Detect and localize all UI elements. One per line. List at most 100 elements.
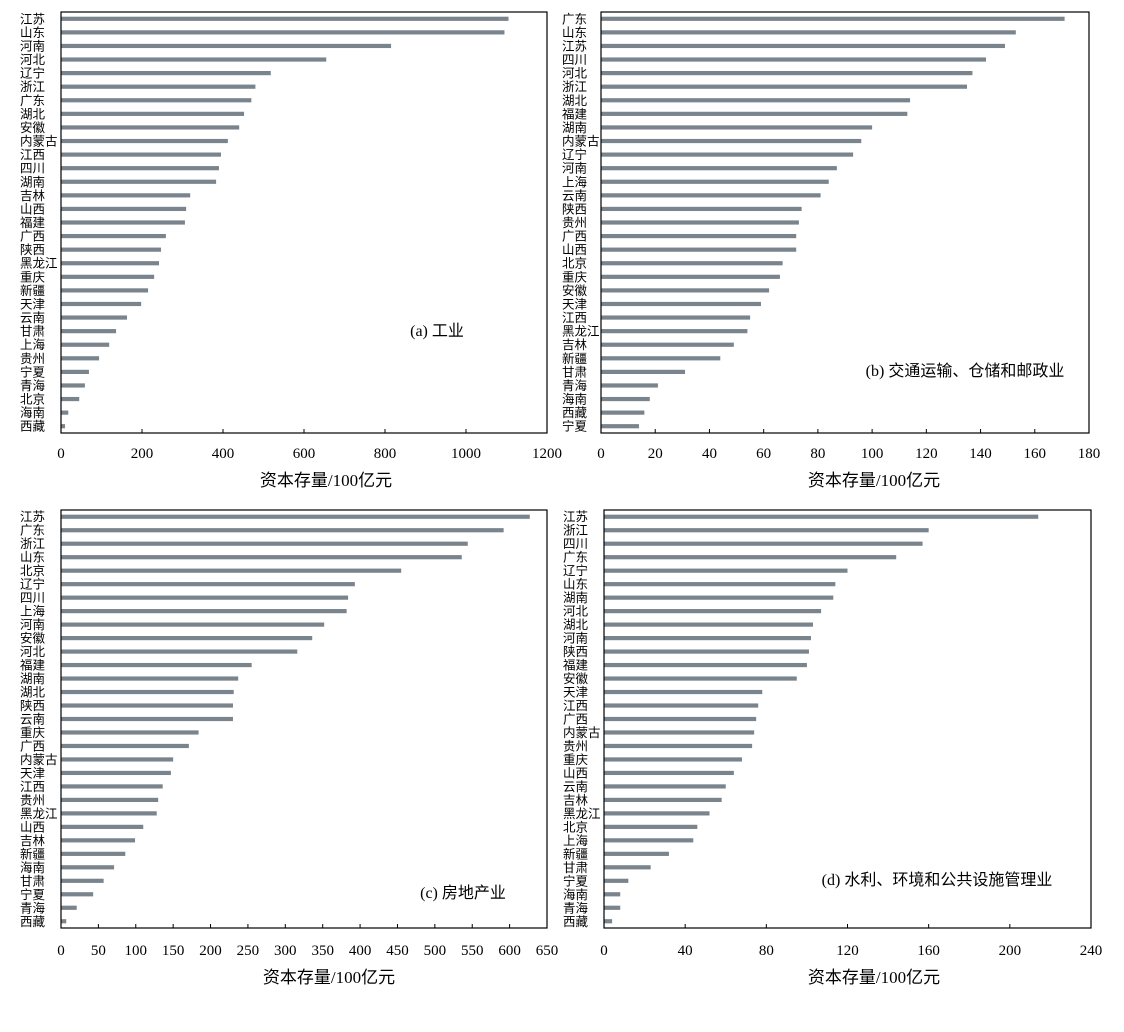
- category-label: 福建: [562, 106, 588, 121]
- category-label: 西藏: [563, 915, 589, 929]
- category-label: 河南: [20, 617, 45, 632]
- category-label: 江西: [20, 148, 45, 162]
- category-label: 浙江: [20, 536, 45, 551]
- category-label: 广东: [563, 551, 588, 565]
- x-tick-label: 800: [374, 446, 397, 462]
- bar-青海: [61, 905, 77, 910]
- category-label: 河南: [562, 161, 587, 176]
- bar-福建: [61, 662, 252, 668]
- category-label: 新疆: [20, 283, 45, 298]
- category-label: 辽宁: [20, 577, 45, 592]
- bar-江西: [61, 784, 163, 789]
- bar-河北: [601, 71, 973, 76]
- bar-青海: [61, 383, 85, 388]
- category-label: 内蒙古: [562, 134, 600, 149]
- bar-贵州: [61, 356, 100, 361]
- category-label: 湖南: [20, 174, 45, 189]
- category-label: 甘肃: [20, 874, 45, 888]
- bar-北京: [61, 568, 402, 573]
- bar-湖北: [61, 689, 234, 695]
- bar-北京: [604, 824, 698, 829]
- category-label: 江西: [562, 311, 587, 325]
- bar-北京: [601, 261, 783, 266]
- category-label: 山东: [562, 26, 587, 40]
- bar-江苏: [601, 43, 1005, 49]
- category-label: 云南: [562, 188, 587, 203]
- category-label: 浙江: [562, 79, 587, 94]
- bar-辽宁: [604, 568, 848, 573]
- bar-重庆: [61, 274, 155, 279]
- category-label: 甘肃: [563, 861, 588, 875]
- category-label: 浙江: [563, 523, 588, 538]
- bar-新疆: [604, 851, 669, 856]
- bar-贵州: [601, 220, 799, 225]
- bar-黑龙江: [61, 811, 157, 816]
- category-label: 新疆: [20, 846, 45, 861]
- panel-d: 江苏浙江四川广东辽宁山东湖南河北湖北河南陕西福建安徽天津江西广西内蒙古贵州重庆山…: [563, 509, 1102, 987]
- bar-黑龙江: [601, 329, 748, 334]
- x-tick-label: 200: [131, 446, 154, 462]
- bar-山东: [601, 30, 1016, 35]
- bar-北京: [61, 396, 80, 402]
- category-label: 云南: [20, 310, 45, 325]
- x-tick-label: 20: [648, 446, 663, 462]
- category-label: 海南: [562, 392, 587, 407]
- category-label: 北京: [20, 393, 45, 407]
- category-label: 湖北: [563, 617, 589, 632]
- bar-海南: [61, 410, 69, 415]
- bar-吉林: [61, 193, 191, 198]
- category-label: 江苏: [20, 509, 45, 524]
- x-tick-label: 200: [199, 943, 222, 959]
- category-label: 吉林: [20, 834, 46, 848]
- x-tick-label: 200: [999, 943, 1022, 959]
- bar-广东: [61, 98, 252, 103]
- bar-上海: [61, 342, 110, 347]
- x-tick-label: 0: [600, 943, 608, 959]
- bar-湖北: [61, 111, 245, 116]
- x-tick-label: 50: [91, 943, 106, 959]
- x-tick-label: 300: [274, 943, 297, 959]
- bar-河北: [61, 649, 298, 654]
- category-label: 江苏: [562, 38, 587, 53]
- bar-云南: [604, 784, 726, 789]
- category-label: 湖北: [562, 93, 588, 108]
- bar-四川: [61, 166, 219, 171]
- category-label: 内蒙古: [563, 725, 601, 740]
- bar-甘肃: [604, 865, 651, 870]
- category-label: 宁夏: [20, 887, 46, 902]
- category-label: 贵州: [20, 793, 45, 807]
- category-label: 山东: [20, 26, 45, 40]
- plot-frame: [60, 509, 548, 929]
- bar-四川: [61, 595, 349, 600]
- bar-陕西: [61, 247, 162, 252]
- bar-浙江: [61, 84, 256, 89]
- bar-青海: [601, 383, 658, 388]
- bar-江苏: [61, 514, 530, 519]
- bar-江西: [601, 315, 751, 320]
- category-label: 重庆: [20, 725, 46, 740]
- bar-浙江: [601, 84, 967, 89]
- x-tick-label: 140: [969, 446, 992, 462]
- category-label: 河北: [20, 645, 46, 659]
- bar-宁夏: [61, 369, 89, 374]
- category-label: 广东: [562, 12, 587, 26]
- x-tick-label: 0: [57, 943, 65, 959]
- bar-安徽: [601, 288, 770, 293]
- x-tick-label: 0: [597, 446, 605, 462]
- x-tick-label: 40: [678, 943, 693, 959]
- bar-福建: [61, 220, 185, 225]
- x-tick-label: 150: [162, 943, 185, 959]
- category-label: 重庆: [20, 269, 46, 284]
- x-tick-label: 1200: [532, 446, 562, 462]
- bar-浙江: [604, 528, 929, 533]
- category-label: 河北: [20, 53, 46, 67]
- category-label: 青海: [20, 378, 46, 393]
- bar-河南: [604, 636, 811, 641]
- category-label: 广西: [20, 230, 45, 244]
- bar-宁夏: [601, 424, 639, 429]
- category-label: 宁夏: [563, 873, 589, 888]
- category-label: 山西: [20, 820, 45, 834]
- category-label: 广西: [563, 713, 588, 727]
- x-tick-label: 60: [756, 446, 771, 462]
- bar-海南: [601, 396, 650, 402]
